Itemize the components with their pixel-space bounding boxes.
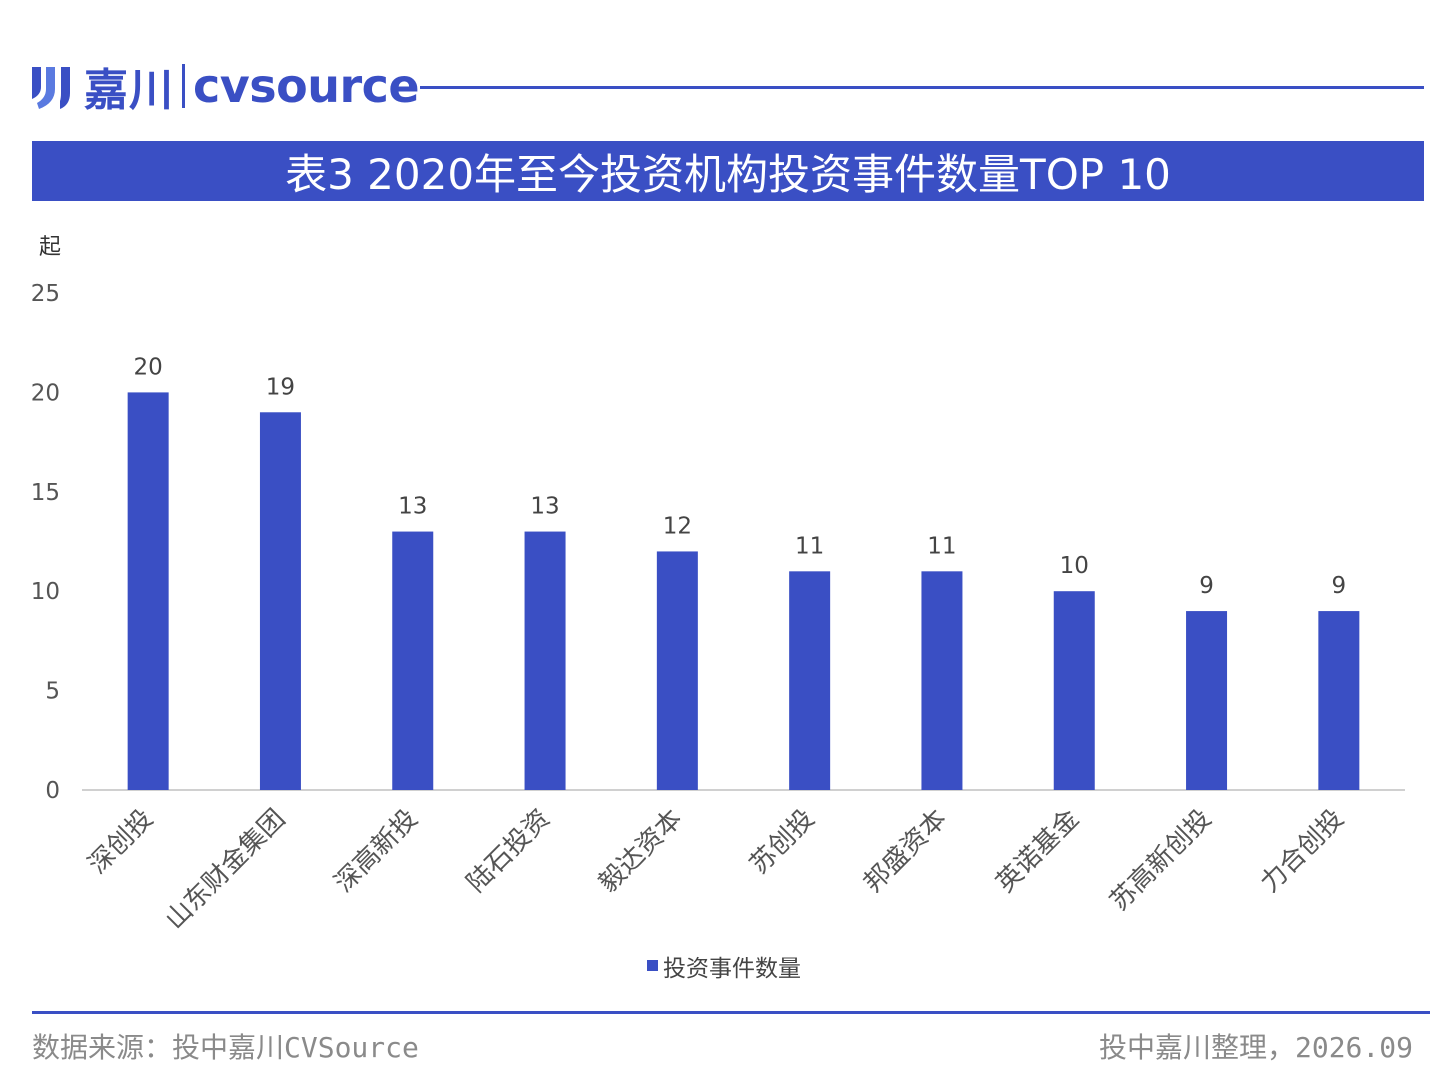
bar	[127, 392, 169, 790]
chart-title: 表3 2020年至今投资机构投资事件数量TOP 10	[285, 149, 1171, 199]
y-tick-label: 10	[31, 579, 60, 605]
bar	[1186, 611, 1228, 790]
data-label: 12	[663, 513, 692, 539]
bar	[656, 551, 698, 790]
x-tick-label: 毅达资本	[594, 804, 689, 899]
data-label: 11	[795, 533, 824, 559]
x-tick-label: 力合创投	[1255, 804, 1350, 899]
x-tick-label: 英诺基金	[990, 804, 1085, 899]
x-tick-label: 苏创投	[744, 804, 820, 880]
y-tick-label: 25	[31, 281, 60, 307]
bar	[921, 571, 963, 790]
x-tick-label: 苏高新创投	[1104, 804, 1217, 917]
data-label: 10	[1060, 553, 1089, 579]
data-label: 11	[927, 533, 956, 559]
legend-swatch	[647, 960, 658, 971]
bar	[259, 412, 301, 790]
data-label: 9	[1199, 573, 1214, 599]
legend-label: 投资事件数量	[663, 956, 801, 982]
data-source: 数据来源：投中嘉川CVSource	[32, 1031, 419, 1064]
y-tick-label: 15	[31, 480, 60, 506]
bar-chart: 起 0 5 10 15 20 25 20 深创投 19 山东财金集团 13 深高新投 13 陆石投资 12 毅达…	[31, 235, 1405, 982]
x-tick-label: 深创投	[83, 804, 159, 880]
footer-rule	[32, 1011, 1430, 1014]
y-tick-label: 20	[31, 380, 60, 406]
brand-name-cn: 嘉川	[84, 65, 174, 116]
data-label: 13	[398, 494, 427, 520]
credit-date: 投中嘉川整理，2026.09	[1098, 1031, 1413, 1064]
header-rule	[420, 86, 1424, 89]
data-label: 20	[134, 354, 163, 380]
x-tick-label: 深高新投	[329, 804, 424, 899]
bar	[789, 571, 831, 790]
data-label: 13	[530, 494, 559, 520]
x-tick-label: 邦盛资本	[858, 804, 953, 899]
brand-mark-icon	[32, 67, 70, 109]
data-label: 19	[266, 374, 295, 400]
bar	[392, 531, 434, 790]
bar	[1053, 591, 1095, 790]
bar	[1318, 611, 1360, 790]
y-axis-unit-label: 起	[39, 235, 61, 260]
x-tick-label: 陆石投资	[461, 804, 556, 899]
chart-title-bar: 表3 2020年至今投资机构投资事件数量TOP 10	[32, 141, 1424, 201]
bar	[524, 531, 566, 790]
y-tick-label: 5	[45, 679, 60, 705]
brand-name-en: cvsource	[193, 59, 420, 113]
data-label: 9	[1332, 573, 1347, 599]
y-tick-label: 0	[45, 778, 60, 804]
brand-logo: 嘉川 cvsource	[28, 58, 420, 116]
brand-separator	[182, 64, 185, 108]
x-tick-label: 山东财金集团	[160, 804, 292, 936]
